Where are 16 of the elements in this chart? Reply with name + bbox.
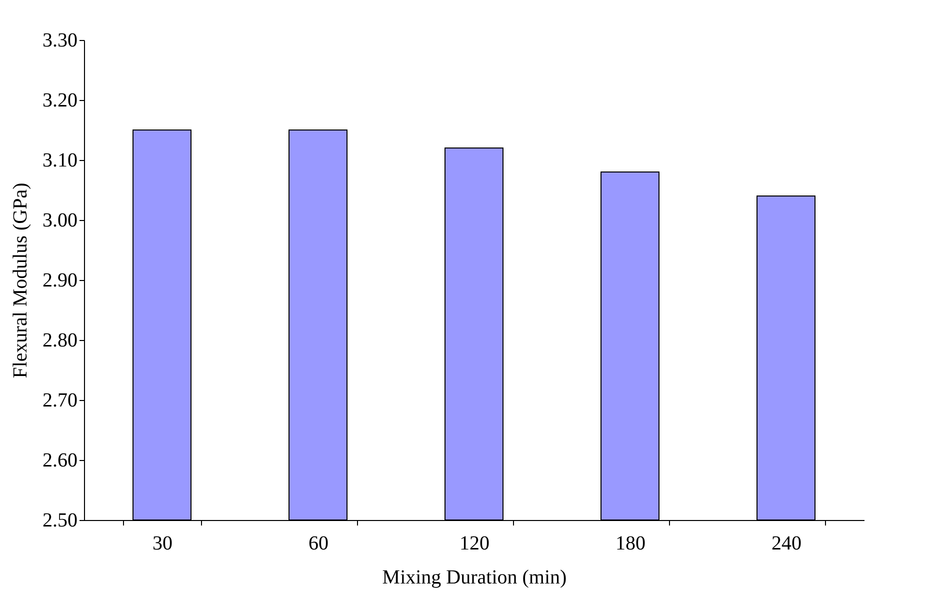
x-tick-label: 120: [460, 532, 490, 554]
y-tick-label: 3.00: [42, 210, 78, 232]
y-tick-label: 3.20: [42, 90, 78, 112]
x-tick-label: 60: [308, 532, 328, 554]
y-tick-label: 2.80: [42, 330, 78, 352]
x-tick-label: 180: [616, 532, 646, 554]
x-tick-label: 240: [772, 532, 802, 554]
x-axis-title: Mixing Duration (min): [382, 566, 567, 588]
x-tick-label: 30: [152, 532, 172, 554]
y-tick-label: 3.10: [42, 150, 78, 172]
y-tick-label: 2.50: [42, 510, 78, 532]
y-axis-title: Flexural Modulus (GPa): [10, 182, 32, 378]
y-tick-label: 2.70: [42, 390, 78, 412]
y-tick-label: 3.30: [42, 30, 78, 52]
y-tick-label: 2.60: [42, 450, 78, 472]
y-tick-label: 2.90: [42, 270, 78, 292]
